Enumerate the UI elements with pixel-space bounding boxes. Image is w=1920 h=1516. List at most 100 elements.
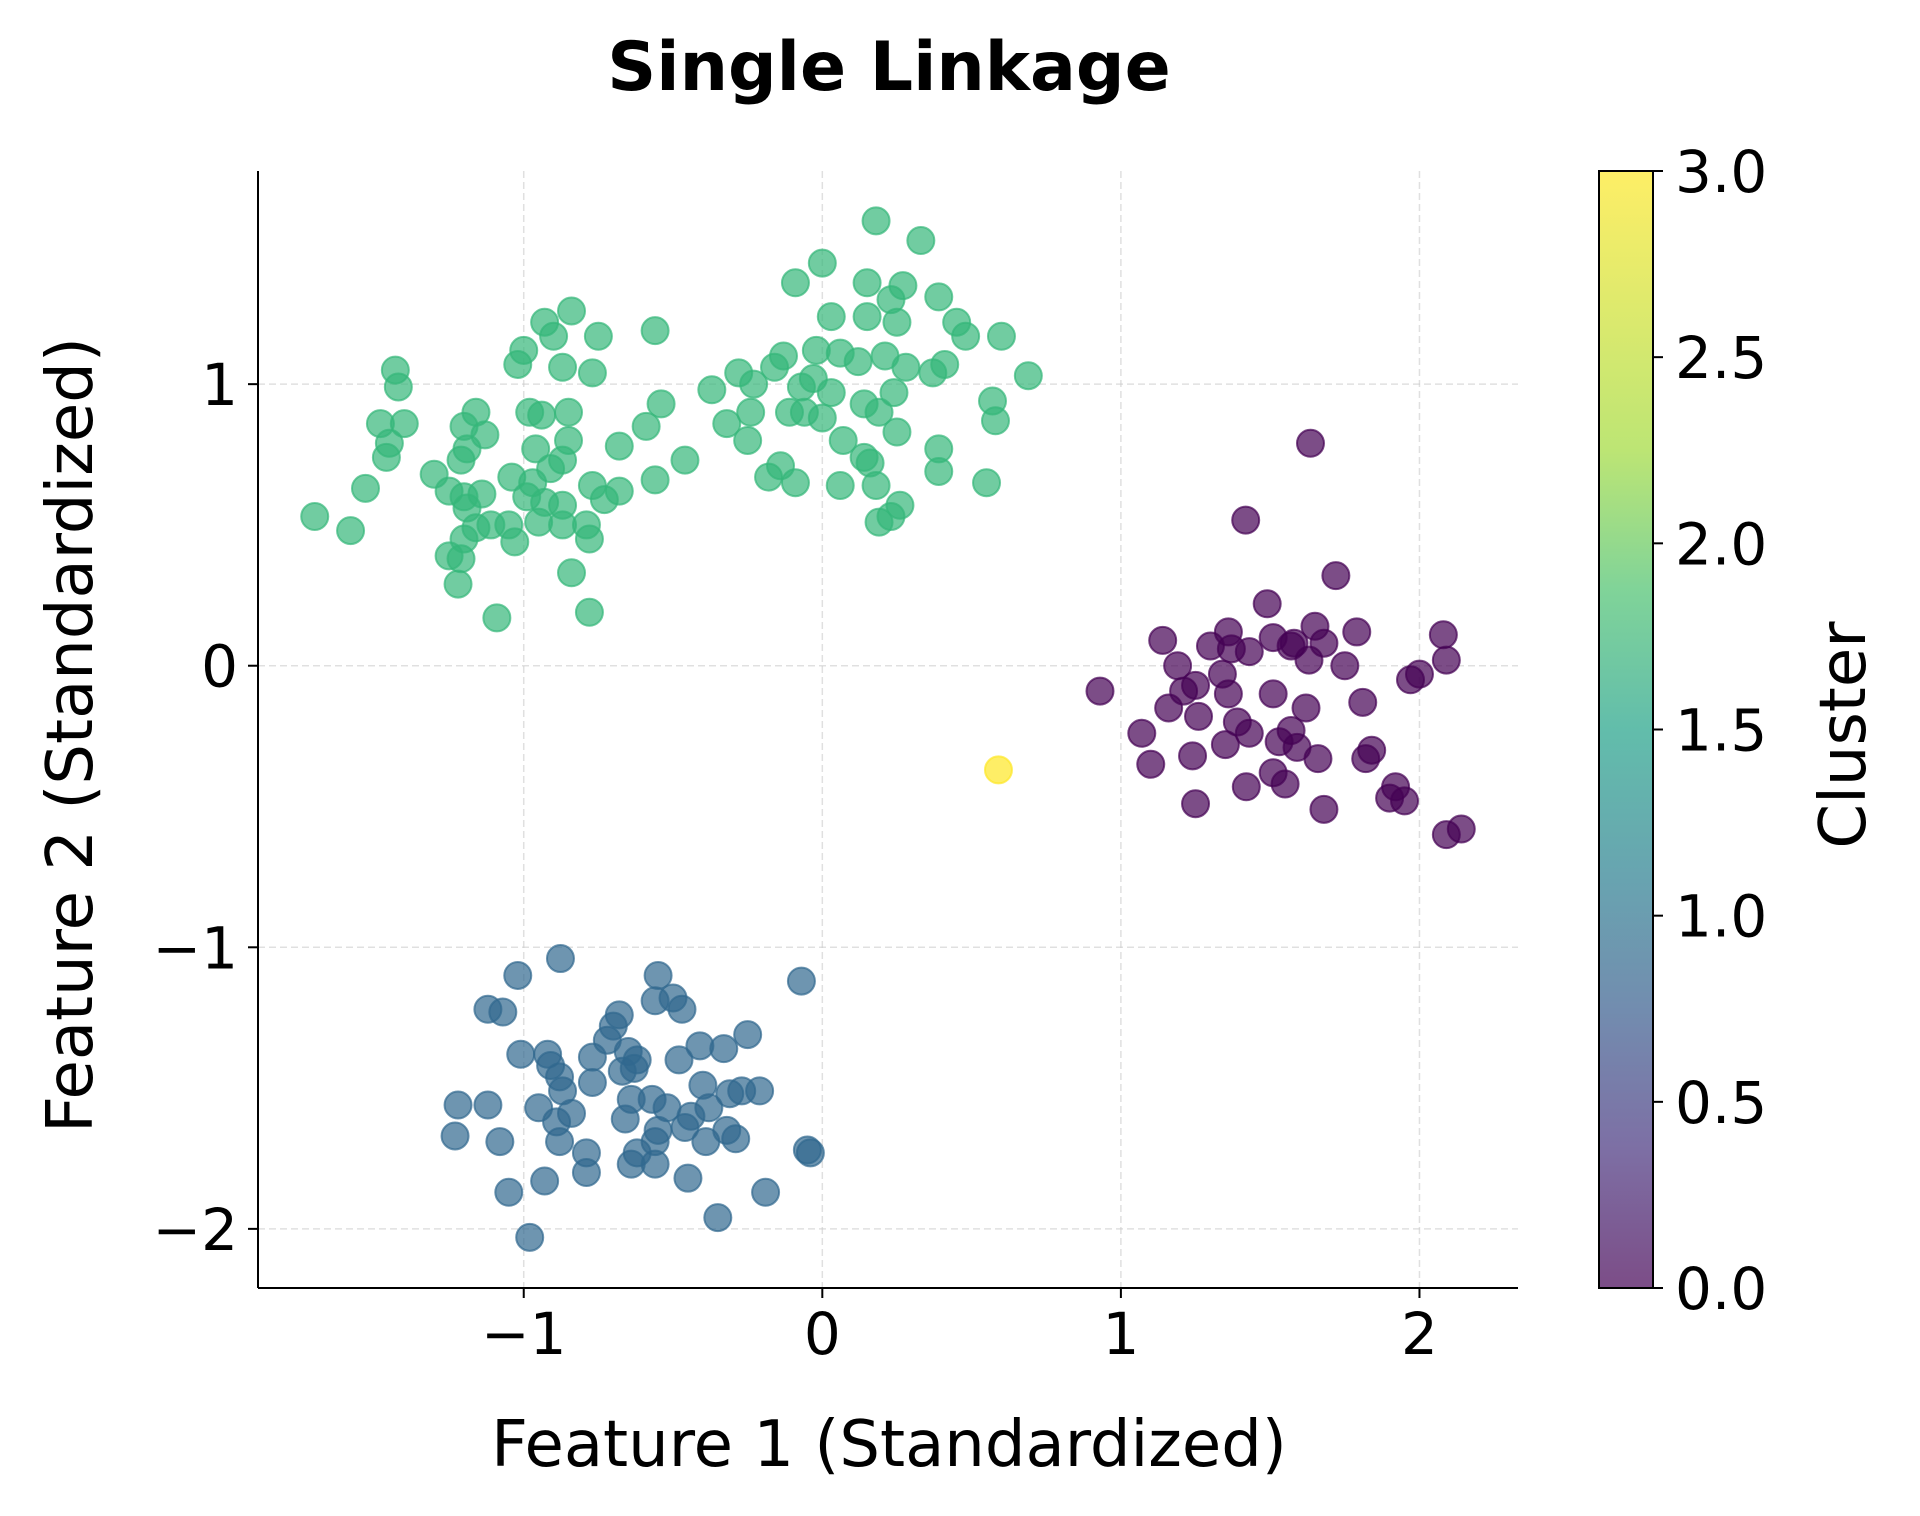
data-point-cluster-0 xyxy=(1330,651,1360,681)
data-point-cluster-1 xyxy=(485,1127,515,1157)
data-point-cluster-0 xyxy=(1210,730,1240,760)
data-point-cluster-2 xyxy=(1013,361,1043,391)
y-ticks: −2 −1 0 1 xyxy=(153,351,258,1264)
data-point-cluster-0 xyxy=(1258,679,1288,709)
grid-lines xyxy=(258,171,1518,1288)
data-point-cluster-0 xyxy=(1148,625,1178,655)
data-point-cluster-2 xyxy=(816,378,846,408)
y-axis-label: Feature 2 (Standardized) xyxy=(34,337,108,1133)
data-point-cluster-1 xyxy=(619,1053,649,1083)
data-point-cluster-0 xyxy=(1428,620,1458,650)
data-point-cluster-2 xyxy=(807,248,837,278)
data-point-cluster-0 xyxy=(1446,814,1476,844)
data-point-cluster-2 xyxy=(861,471,891,501)
data-point-cluster-2 xyxy=(589,485,619,515)
colorbar-tick-label: 1.5 xyxy=(1675,697,1767,765)
data-points xyxy=(300,206,1476,1252)
data-point-cluster-1 xyxy=(443,1090,473,1120)
data-point-cluster-2 xyxy=(768,341,798,371)
data-point-cluster-1 xyxy=(488,997,518,1027)
data-point-cluster-2 xyxy=(548,352,578,382)
data-point-cluster-2 xyxy=(801,335,831,365)
data-point-cluster-0 xyxy=(1295,428,1325,458)
data-point-cluster-2 xyxy=(557,296,587,326)
data-point-cluster-3 xyxy=(983,755,1013,785)
x-ticks: −1 0 1 2 xyxy=(481,1288,1438,1368)
data-point-cluster-2 xyxy=(640,465,670,495)
data-point-cluster-2 xyxy=(631,411,661,441)
data-point-cluster-2 xyxy=(554,397,584,427)
data-point-cluster-2 xyxy=(754,462,784,492)
data-point-cluster-2 xyxy=(527,400,557,430)
x-axis-label: Feature 1 (Standardized) xyxy=(491,1408,1287,1482)
y-tick-label: −1 xyxy=(153,914,239,982)
data-point-cluster-1 xyxy=(727,1076,757,1106)
data-point-cluster-2 xyxy=(891,352,921,382)
x-tick-label: 0 xyxy=(804,1300,841,1368)
data-point-cluster-2 xyxy=(825,471,855,501)
data-point-cluster-1 xyxy=(667,994,697,1024)
data-point-cluster-0 xyxy=(1303,744,1333,774)
data-point-cluster-2 xyxy=(739,369,769,399)
colorbar-tick-label: 3.0 xyxy=(1675,138,1767,206)
data-point-cluster-2 xyxy=(497,462,527,492)
data-point-cluster-2 xyxy=(918,358,948,388)
data-point-cluster-0 xyxy=(1291,693,1321,723)
data-point-cluster-0 xyxy=(1276,715,1306,745)
data-point-cluster-1 xyxy=(503,960,533,990)
data-point-cluster-1 xyxy=(640,986,670,1016)
data-point-cluster-0 xyxy=(1258,623,1288,653)
data-point-cluster-0 xyxy=(1169,676,1199,706)
data-point-cluster-1 xyxy=(515,1222,545,1252)
data-point-cluster-1 xyxy=(473,1090,503,1120)
data-point-cluster-2 xyxy=(521,434,551,464)
colorbar-label: Cluster xyxy=(1807,621,1881,849)
data-point-cluster-1 xyxy=(673,1163,703,1193)
data-point-cluster-2 xyxy=(640,316,670,346)
data-point-cluster-0 xyxy=(1252,589,1282,619)
data-point-cluster-0 xyxy=(1181,789,1211,819)
colorbar-tick-label: 0.0 xyxy=(1675,1255,1767,1323)
data-point-cluster-1 xyxy=(571,1158,601,1188)
data-point-cluster-2 xyxy=(807,403,837,433)
data-point-cluster-2 xyxy=(539,321,569,351)
data-point-cluster-0 xyxy=(1309,794,1339,824)
data-point-cluster-2 xyxy=(577,358,607,388)
data-point-cluster-2 xyxy=(530,487,560,517)
data-point-cluster-2 xyxy=(852,302,882,332)
data-point-cluster-2 xyxy=(670,445,700,475)
data-point-cluster-2 xyxy=(646,389,676,419)
data-point-cluster-2 xyxy=(849,442,879,472)
data-point-cluster-0 xyxy=(1396,665,1426,695)
data-point-cluster-0 xyxy=(1270,769,1300,799)
data-point-cluster-1 xyxy=(703,1203,733,1233)
data-point-cluster-2 xyxy=(446,544,476,574)
data-point-cluster-1 xyxy=(664,1045,694,1075)
data-point-cluster-2 xyxy=(733,425,763,455)
data-point-cluster-2 xyxy=(780,268,810,298)
data-point-cluster-2 xyxy=(882,417,912,447)
data-point-cluster-1 xyxy=(640,1149,670,1179)
data-point-cluster-1 xyxy=(691,1127,721,1157)
data-point-cluster-0 xyxy=(1136,749,1166,779)
data-point-cluster-0 xyxy=(1127,718,1157,748)
data-point-cluster-2 xyxy=(972,468,1002,498)
data-point-cluster-2 xyxy=(951,321,981,351)
data-point-cluster-1 xyxy=(577,1067,607,1097)
data-point-cluster-1 xyxy=(795,1138,825,1168)
data-point-cluster-0 xyxy=(1309,628,1339,658)
y-tick-label: 1 xyxy=(201,351,238,419)
data-point-cluster-0 xyxy=(1342,617,1372,647)
data-point-cluster-2 xyxy=(583,321,613,351)
colorbar xyxy=(1598,170,1654,1289)
data-point-cluster-0 xyxy=(1231,505,1261,535)
data-point-cluster-1 xyxy=(733,1020,763,1050)
data-point-cluster-0 xyxy=(1431,645,1461,675)
y-tick-label: 0 xyxy=(201,633,238,701)
data-point-cluster-2 xyxy=(736,397,766,427)
data-point-cluster-2 xyxy=(443,569,473,599)
x-tick-label: 2 xyxy=(1401,1300,1438,1368)
data-point-cluster-1 xyxy=(530,1166,560,1196)
data-point-cluster-2 xyxy=(986,321,1016,351)
